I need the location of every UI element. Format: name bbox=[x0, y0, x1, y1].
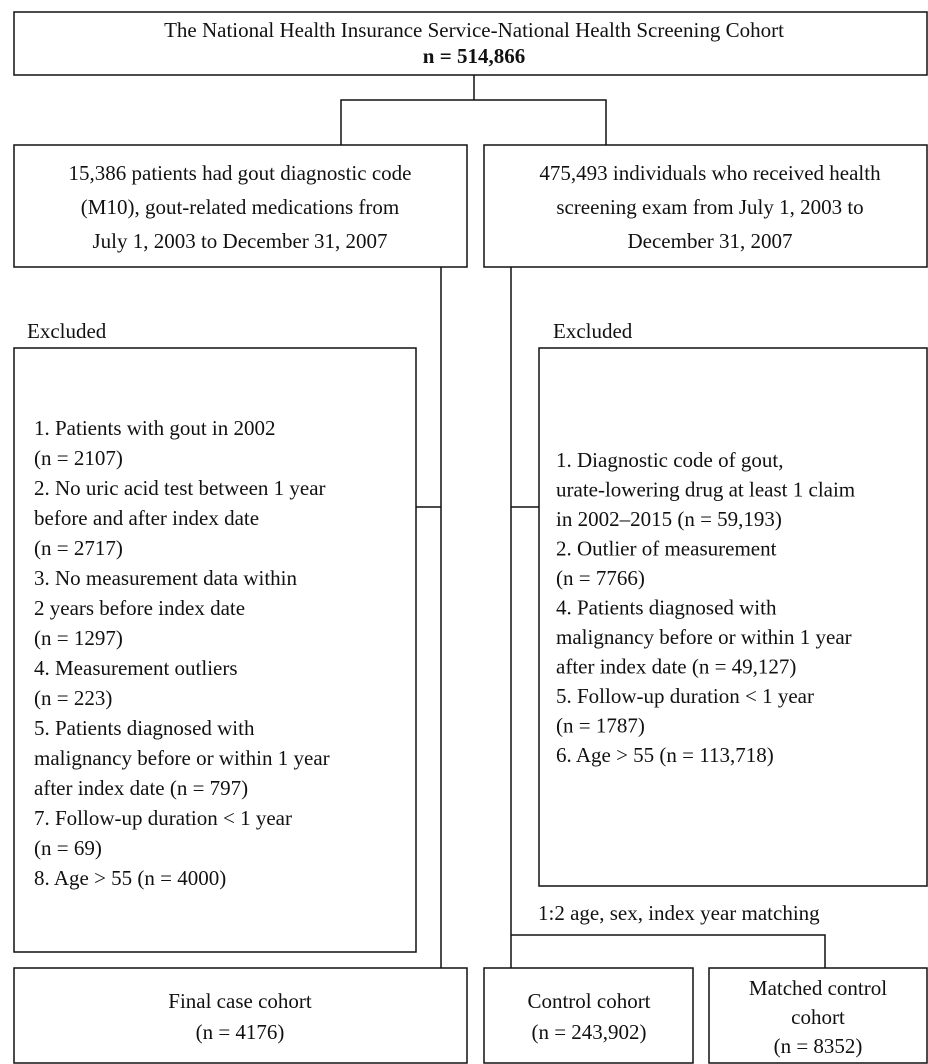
box-text: after index date (n = 49,127) bbox=[556, 654, 796, 678]
box-text: Control cohort bbox=[527, 989, 650, 1013]
connector bbox=[511, 934, 826, 968]
box-text: 15,386 patients had gout diagnostic code bbox=[69, 161, 412, 185]
box-text: December 31, 2007 bbox=[627, 229, 792, 253]
box-text: 2. No uric acid test between 1 year bbox=[34, 476, 326, 500]
box-text: 2. Outlier of measurement bbox=[556, 536, 777, 560]
box-text: (n = 1787) bbox=[556, 713, 645, 737]
box-text: The National Health Insurance Service-Na… bbox=[164, 18, 784, 42]
box-text: 4. Patients diagnosed with bbox=[556, 595, 777, 619]
box-text: (M10), gout-related medications from bbox=[81, 195, 399, 219]
box-text: in 2002–2015 (n = 59,193) bbox=[556, 507, 782, 531]
box-text: Final case cohort bbox=[168, 989, 312, 1013]
box-text: malignancy before or within 1 year bbox=[34, 746, 330, 770]
connector bbox=[340, 99, 607, 145]
box bbox=[13, 967, 468, 1064]
box-text: 1. Diagnostic code of gout, bbox=[556, 448, 783, 472]
box bbox=[483, 144, 928, 268]
box-text: n = 514,866 bbox=[423, 44, 525, 68]
box bbox=[13, 347, 417, 953]
box bbox=[538, 347, 928, 887]
box-text: 1. Patients with gout in 2002 bbox=[34, 416, 276, 440]
excluded-label: Excluded bbox=[27, 319, 107, 343]
box-text: (n = 2107) bbox=[34, 446, 123, 470]
box-text: after index date (n = 797) bbox=[34, 776, 248, 800]
box bbox=[13, 144, 468, 268]
box-text: (n = 223) bbox=[34, 686, 112, 710]
excluded-label: Excluded bbox=[553, 319, 633, 343]
box-text: (n = 69) bbox=[34, 836, 102, 860]
box-text: (n = 7766) bbox=[556, 566, 645, 590]
box-text: (n = 8352) bbox=[774, 1034, 863, 1058]
box-text: 6. Age > 55 (n = 113,718) bbox=[556, 743, 774, 767]
box bbox=[13, 11, 928, 76]
box-text: screening exam from July 1, 2003 to bbox=[556, 195, 863, 219]
box-text: (n = 4176) bbox=[196, 1020, 285, 1044]
box-text: malignancy before or within 1 year bbox=[556, 625, 852, 649]
box-text: cohort bbox=[791, 1005, 845, 1029]
matching-label: 1:2 age, sex, index year matching bbox=[538, 901, 820, 925]
box-text: 475,493 individuals who received health bbox=[539, 161, 881, 185]
box-text: 3. No measurement data within bbox=[34, 566, 298, 590]
box bbox=[483, 967, 694, 1064]
box-text: Matched control bbox=[749, 976, 887, 1000]
box-text: 4. Measurement outliers bbox=[34, 656, 238, 680]
box-text: July 1, 2003 to December 31, 2007 bbox=[92, 229, 387, 253]
box-text: (n = 243,902) bbox=[531, 1020, 646, 1044]
box-text: 2 years before index date bbox=[34, 596, 245, 620]
box-text: 5. Patients diagnosed with bbox=[34, 716, 255, 740]
box-text: 7. Follow-up duration < 1 year bbox=[34, 806, 292, 830]
box-text: (n = 1297) bbox=[34, 626, 123, 650]
box bbox=[708, 967, 928, 1064]
box-text: urate-lowering drug at least 1 claim bbox=[556, 477, 855, 501]
box-text: (n = 2717) bbox=[34, 536, 123, 560]
connectors bbox=[340, 75, 826, 968]
box-text: before and after index date bbox=[34, 506, 259, 530]
box-text: 8. Age > 55 (n = 4000) bbox=[34, 866, 226, 890]
box-text: 5. Follow-up duration < 1 year bbox=[556, 684, 814, 708]
